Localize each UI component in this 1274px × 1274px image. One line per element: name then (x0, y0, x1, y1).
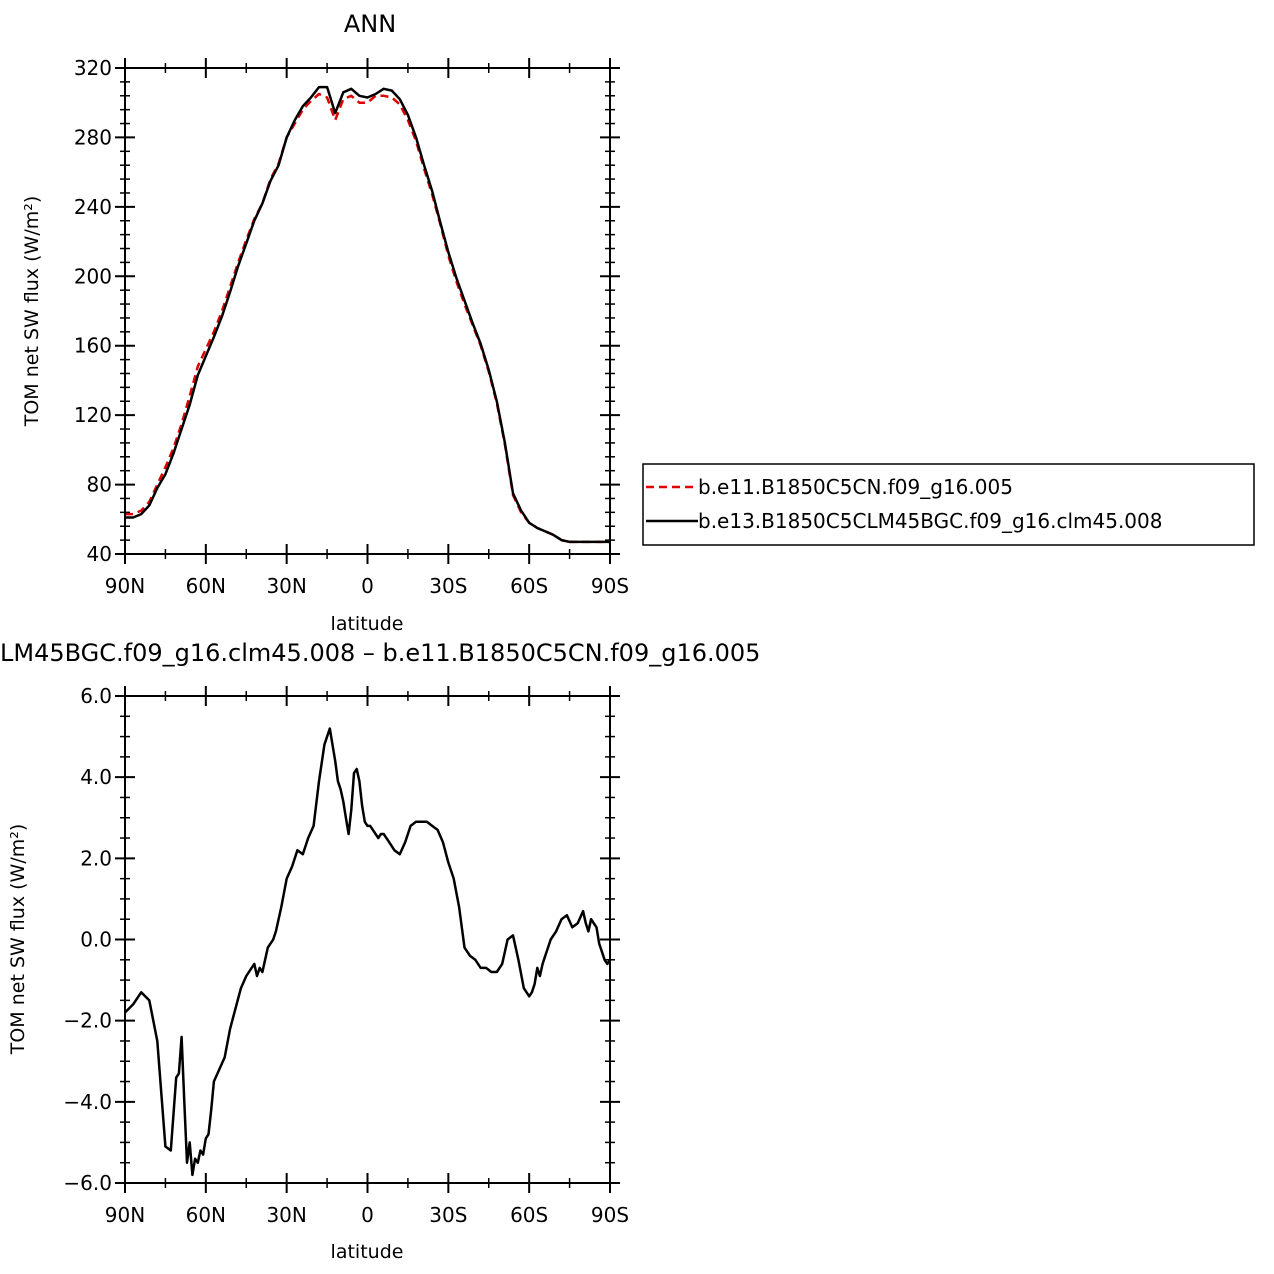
x-tick-label: 90N (105, 1203, 145, 1227)
x-axis-label: latitude (331, 613, 404, 635)
plot-frame (124, 695, 611, 1184)
x-tick-label: 30S (429, 574, 467, 598)
x-tick-labels: 90N 60N 30N 0 30S 60S 90S (105, 1203, 629, 1227)
y-tick-labels: −6.0 −4.0 −2.0 0.0 2.0 4.0 6.0 (63, 684, 112, 1195)
plot-frame (124, 67, 611, 555)
x-tick-label: 60S (510, 1203, 548, 1227)
axis-ticks (115, 58, 620, 564)
x-tick-label: 60N (186, 574, 226, 598)
series-line-1 (125, 92, 610, 544)
y-tick-label: 4.0 (80, 765, 112, 789)
y-tick-label: 200 (74, 264, 112, 288)
x-tick-label: 0 (361, 574, 374, 598)
y-axis-label: TOM net SW flux (W/m²) (7, 824, 29, 1056)
series-line-2 (125, 85, 610, 544)
chart-title: LM45BGC.f09_g16.clm45.008 – b.e11.B1850C… (0, 639, 760, 667)
axis-ticks (115, 686, 620, 1193)
x-tick-label: 60N (186, 1203, 226, 1227)
difference-panel: LM45BGC.f09_g16.clm45.008 – b.e11.B1850C… (0, 639, 760, 1263)
y-tick-label: −4.0 (63, 1090, 112, 1114)
x-tick-label: 90N (105, 574, 145, 598)
legend-label-control: b.e11.B1850C5CN.f09_g16.005 (698, 475, 1013, 499)
y-tick-label: 160 (74, 334, 112, 358)
y-tick-label: −2.0 (63, 1009, 112, 1033)
x-tick-label: 0 (361, 1203, 374, 1227)
legend: b.e11.B1850C5CN.f09_g16.005 b.e13.B1850C… (642, 463, 1255, 546)
legend-box (642, 463, 1255, 546)
y-tick-label: 320 (74, 56, 112, 80)
x-tick-label: 30N (266, 574, 306, 598)
x-tick-label: 30S (429, 1203, 467, 1227)
x-tick-labels: 90N 60N 30N 0 30S 60S 90S (105, 574, 629, 598)
annual-mean-panel: ANN 40 80 120 160 200 240 280 320 90N 60N 30N 0 30S… (21, 10, 629, 635)
legend-label-experiment: b.e13.B1850C5CLM45BGC.f09_g16.clm45.008 (698, 509, 1162, 533)
y-tick-label: 80 (87, 473, 112, 497)
x-axis-label: latitude (331, 1241, 404, 1263)
y-tick-label: 2.0 (80, 846, 112, 870)
x-tick-label: 90S (591, 574, 629, 598)
y-tick-label: −6.0 (63, 1171, 112, 1195)
y-tick-label: 6.0 (80, 684, 112, 708)
series-line-1 (124, 727, 612, 1177)
y-tick-label: 0.0 (80, 928, 112, 952)
x-tick-label: 60S (510, 574, 548, 598)
series-group (124, 727, 612, 1177)
x-tick-label: 30N (266, 1203, 306, 1227)
chart-title: ANN (344, 10, 396, 38)
y-tick-label: 240 (74, 195, 112, 219)
y-tick-label: 120 (74, 403, 112, 427)
y-tick-label: 40 (87, 542, 112, 566)
series-group (125, 85, 610, 544)
x-tick-label: 90S (591, 1203, 629, 1227)
y-tick-label: 280 (74, 125, 112, 149)
y-tick-labels: 40 80 120 160 200 240 280 320 (74, 56, 112, 566)
y-axis-label: TOM net SW flux (W/m²) (21, 196, 43, 428)
